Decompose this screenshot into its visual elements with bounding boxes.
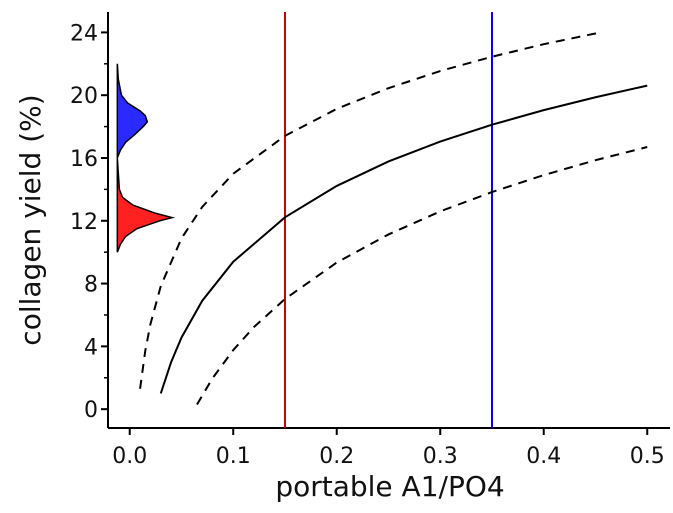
curve [139, 31, 601, 389]
x-tick-label: 0.1 [216, 444, 251, 469]
curve [196, 146, 648, 405]
density [116, 157, 176, 253]
y-tick-label: 16 [70, 147, 98, 172]
x-tick-label: 0.0 [112, 444, 147, 469]
y-tick-label: 8 [84, 273, 98, 298]
y-tick-label: 12 [70, 210, 98, 235]
x-tick-label: 0.4 [526, 444, 561, 469]
y-tick-label: 20 [70, 84, 98, 109]
y-tick-label: 4 [84, 335, 98, 360]
x-tick-label: 0.2 [319, 444, 354, 469]
y-tick-label: 0 [84, 398, 98, 423]
x-axis-title: portable A1/PO4 [275, 470, 504, 503]
y-tick-label: 24 [70, 21, 98, 46]
curve [159, 84, 648, 394]
x-tick-label: 0.3 [423, 444, 458, 469]
y-axis-title: collagen yield (%) [14, 94, 47, 345]
x-tick-label: 0.5 [630, 444, 665, 469]
density [116, 63, 149, 159]
